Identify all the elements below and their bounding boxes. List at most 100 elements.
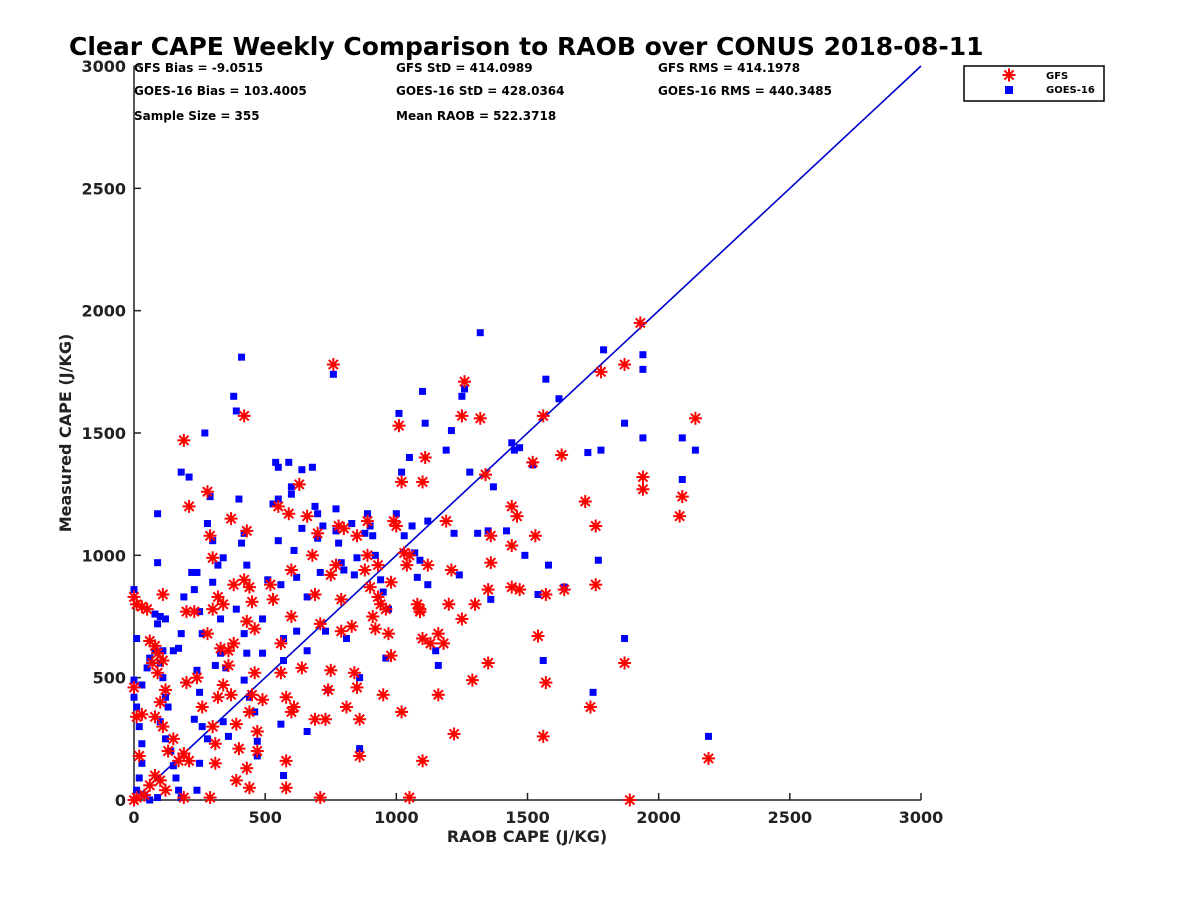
gfs-point — [458, 375, 472, 389]
gfs-point — [151, 666, 165, 680]
goes-16-point — [508, 439, 516, 447]
one-to-one-line — [133, 65, 922, 801]
goes-16-point — [159, 647, 167, 655]
gfs-point — [305, 548, 319, 562]
x-tick-label: 1500 — [505, 808, 550, 827]
goes-16-point — [154, 620, 162, 628]
gfs-point — [468, 597, 482, 611]
gfs-point — [216, 678, 230, 692]
goes-16-point — [130, 676, 138, 684]
goes-16-point — [193, 786, 201, 794]
gfs-point — [282, 507, 296, 521]
goes-16-point — [211, 661, 219, 669]
gfs-point — [623, 793, 637, 807]
gfs-point — [416, 754, 430, 768]
goes-16-point — [154, 559, 162, 567]
x-tick-label: 3000 — [899, 808, 944, 827]
goes-16-point — [133, 786, 141, 794]
goes-16-point — [400, 532, 408, 540]
x-tick-label: 500 — [248, 808, 281, 827]
gfs-point — [158, 783, 172, 797]
goes-16-point — [219, 554, 227, 562]
gfs-point — [455, 409, 469, 423]
gfs-point — [250, 724, 264, 738]
gfs-point — [526, 455, 540, 469]
gfs-point — [539, 587, 553, 601]
goes-16-point — [416, 556, 424, 564]
gfs-point — [292, 477, 306, 491]
gfs-point — [127, 680, 141, 694]
gfs-point — [510, 509, 524, 523]
gfs-point — [182, 754, 196, 768]
legend: GFS GOES-16 — [963, 65, 1105, 102]
legend-goes-marker-icon — [1005, 86, 1013, 94]
goes-16-point — [413, 573, 421, 581]
gfs-point — [240, 761, 254, 775]
goes-16-point — [203, 520, 211, 528]
goes-16-point — [135, 774, 143, 782]
gfs-point — [319, 712, 333, 726]
goes-16-point — [219, 718, 227, 726]
goes-16-point — [332, 505, 340, 513]
goes-16-point — [678, 434, 686, 442]
goes-16-point — [169, 647, 177, 655]
gfs-point — [702, 751, 716, 765]
goes-16-point — [290, 546, 298, 554]
gfs-point — [402, 548, 416, 562]
goes-16-point — [621, 635, 629, 643]
goes-16-point — [190, 586, 198, 594]
gfs-point — [636, 470, 650, 484]
goes-16-point — [138, 740, 146, 748]
gfs-point — [143, 778, 157, 792]
gfs-point — [479, 468, 493, 482]
gfs-point — [156, 587, 170, 601]
goes-16-point — [419, 387, 427, 395]
gfs-point — [350, 529, 364, 543]
goes-16-point — [238, 353, 246, 361]
gfs-point — [465, 673, 479, 687]
legend-gfs-asterisk — [1002, 68, 1016, 82]
goes-16-point — [209, 578, 217, 586]
gfs-point — [484, 556, 498, 570]
goes-16-point — [190, 715, 198, 723]
goes-16-point — [382, 654, 390, 662]
gfs-point — [279, 781, 293, 795]
goes-16-point — [209, 537, 217, 545]
goes-16-point — [678, 475, 686, 483]
gfs-point — [308, 712, 322, 726]
goes-16-point — [180, 593, 188, 601]
gfs-point — [135, 600, 149, 614]
goes-16-point — [458, 392, 466, 400]
goes-16-point — [395, 409, 403, 417]
goes-16-point — [424, 581, 432, 589]
goes-16-point — [143, 664, 151, 672]
gfs-point — [324, 663, 338, 677]
gfs-point — [431, 627, 445, 641]
goes-16-point — [691, 446, 699, 454]
gfs-point — [211, 690, 225, 704]
gfs-point — [539, 676, 553, 690]
goes-16-point — [259, 649, 267, 657]
gfs-point — [444, 563, 458, 577]
gfs-point — [179, 676, 193, 690]
goes-16-point — [421, 419, 429, 427]
goes-16-point — [135, 723, 143, 731]
gfs-point — [484, 529, 498, 543]
goes-16-point — [308, 463, 316, 471]
goes-16-point — [377, 576, 385, 584]
gfs-point — [279, 754, 293, 768]
goes-16-point — [303, 647, 311, 655]
gfs-point — [295, 661, 309, 675]
goes-16-point — [361, 529, 369, 537]
goes-16-point — [335, 539, 343, 547]
goes-16-point — [329, 370, 337, 378]
gfs-point — [311, 526, 325, 540]
stat-sample-size: Sample Size = 355 — [134, 109, 260, 123]
goes-16-point — [489, 483, 497, 491]
gfs-point — [675, 490, 689, 504]
gfs-point — [339, 700, 353, 714]
goes-16-point — [510, 446, 518, 454]
goes-16-point — [196, 688, 204, 696]
goes-16-point — [146, 654, 154, 662]
gfs-point — [221, 658, 235, 672]
